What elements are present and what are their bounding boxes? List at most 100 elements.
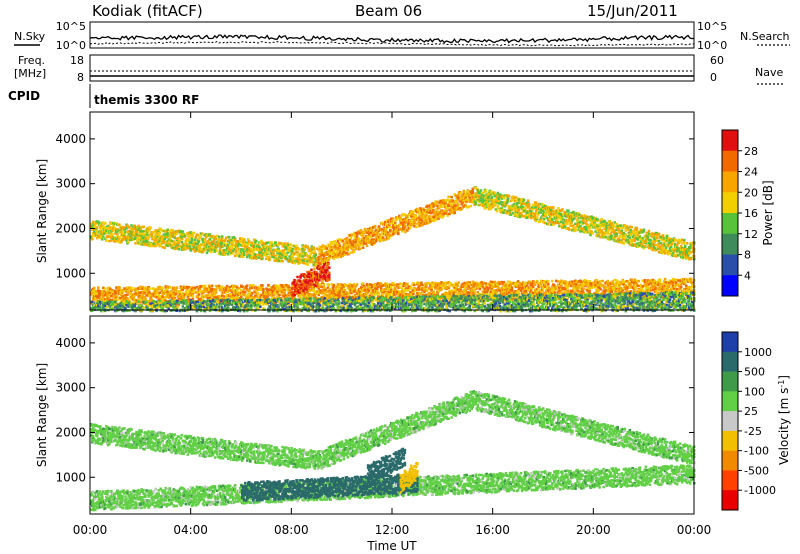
data-cell [464,289,467,293]
data-cell [361,282,365,285]
data-cell [560,282,563,286]
data-cell [444,281,447,284]
data-cell [191,294,195,298]
data-cell [135,230,138,234]
data-cell [452,298,455,301]
data-cell [126,289,129,292]
data-cell [576,287,579,291]
data-cell [430,287,433,290]
data-cell [359,288,363,292]
data-cell [111,298,114,302]
data-cell [456,293,459,296]
data-cell [490,288,494,291]
data-cell [588,287,591,290]
data-cell [425,284,428,287]
data-cell [210,284,214,288]
data-cell [441,293,444,296]
data-cell [513,284,517,287]
data-cell [397,283,400,287]
data-cell [452,292,455,295]
data-cell [170,291,174,294]
data-cell [512,297,516,301]
data-cell [231,252,235,255]
data-cell [232,296,236,299]
data-cell [627,293,631,297]
nsearch-series [89,40,695,47]
data-cell [629,283,633,286]
data-cell [319,299,323,302]
data-cell [138,298,141,301]
data-cell [330,283,334,286]
data-cell [393,289,396,293]
data-cell [113,298,116,302]
data-cell [615,287,618,291]
data-cell [596,281,599,284]
data-cell [119,296,122,300]
data-cell [334,286,338,290]
data-cell [620,282,624,286]
data-cell [296,250,299,254]
data-cell [172,286,176,289]
data-cell [242,290,245,293]
data-cell [517,287,521,290]
data-cell [288,287,291,291]
data-cell [566,286,569,290]
data-cell [281,290,284,294]
data-cell [341,283,345,287]
data-cell [133,298,136,301]
data-cell [245,294,248,298]
data-cell [255,239,258,243]
data-cell [649,281,653,285]
data-cell [376,285,380,289]
data-cell [616,289,619,292]
data-cell [547,283,550,286]
data-cell [579,283,582,287]
data-cell [308,289,311,293]
data-cell [493,280,497,284]
data-cell [193,286,197,290]
data-cell [98,294,101,297]
data-cell [257,288,260,291]
data-cell [326,286,330,290]
data-cell [330,294,334,297]
data-cell [412,281,415,285]
data-cell [312,289,315,292]
data-cell [199,235,203,238]
data-cell [120,299,123,302]
data-cell [406,282,409,286]
data-cell [107,293,110,296]
data-cell [369,291,373,295]
data-cell [406,293,409,297]
data-cell [299,295,302,299]
data-cell [272,289,275,293]
data-cell [400,282,403,286]
data-cell [149,296,152,300]
data-cell [364,292,368,296]
data-cell [416,291,419,295]
data-cell [161,295,164,299]
data-cell [146,292,149,295]
data-cell [622,287,626,290]
data-cell [507,289,511,293]
data-cell [539,283,543,287]
data-cell [142,292,145,296]
data-cell [145,294,148,297]
data-cell [571,292,574,295]
data-cell [500,286,504,290]
data-cell [186,295,190,299]
data-cell [166,290,170,294]
data-cell [363,286,367,289]
data-cell [196,291,200,295]
data-cell [641,279,645,283]
data-cell [472,285,476,288]
data-cell [543,280,546,283]
data-cell [110,294,113,298]
data-cell [430,288,433,292]
data-cell [314,253,317,257]
data-cell [126,297,129,300]
data-cell [111,290,114,293]
data-cell [521,286,525,290]
data-cell [637,279,641,283]
data-cell [384,291,388,295]
data-cell [515,283,519,287]
